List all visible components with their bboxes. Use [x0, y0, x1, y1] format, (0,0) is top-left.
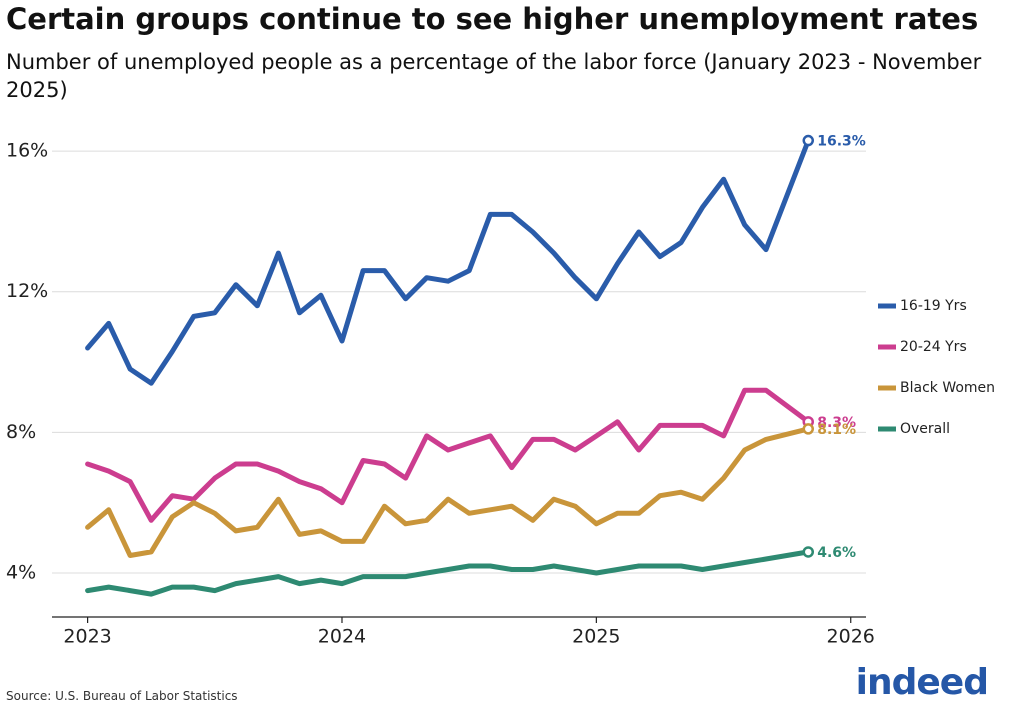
legend-label: 16-19 Yrs	[900, 298, 967, 314]
series-line	[85, 387, 811, 523]
y-tick-label: 12%	[6, 280, 48, 302]
end-marker	[802, 423, 815, 435]
x-tick-label: 2024	[318, 626, 366, 648]
x-tick-label: 2026	[827, 626, 875, 648]
end-marker	[802, 134, 815, 147]
chart-subtitle: Number of unemployed people as a percent…	[6, 50, 982, 102]
value-label: 4.6%	[817, 545, 856, 561]
chart-title: Certain groups continue to see higher un…	[6, 2, 979, 36]
legend-label: 20-24 Yrs	[900, 339, 967, 355]
x-tick-label: 2025	[572, 626, 620, 648]
value-label: 8.1%	[817, 422, 856, 438]
y-tick-label: 8%	[6, 421, 36, 443]
legend-label: Black Women	[900, 380, 995, 396]
series-line	[85, 549, 811, 597]
end-marker	[802, 546, 815, 558]
series-line	[85, 426, 811, 558]
y-tick-label: 4%	[6, 562, 36, 584]
logo: indeed	[855, 662, 989, 703]
y-tick-label: 16%	[6, 140, 48, 162]
legend-label: Overall	[900, 421, 950, 437]
series-line	[85, 138, 811, 386]
x-tick-label: 2023	[63, 626, 111, 648]
value-label: 16.3%	[817, 134, 866, 150]
source-note: Source: U.S. Bureau of Labor Statistics	[6, 689, 238, 703]
value-label: 8.3%	[817, 415, 856, 431]
